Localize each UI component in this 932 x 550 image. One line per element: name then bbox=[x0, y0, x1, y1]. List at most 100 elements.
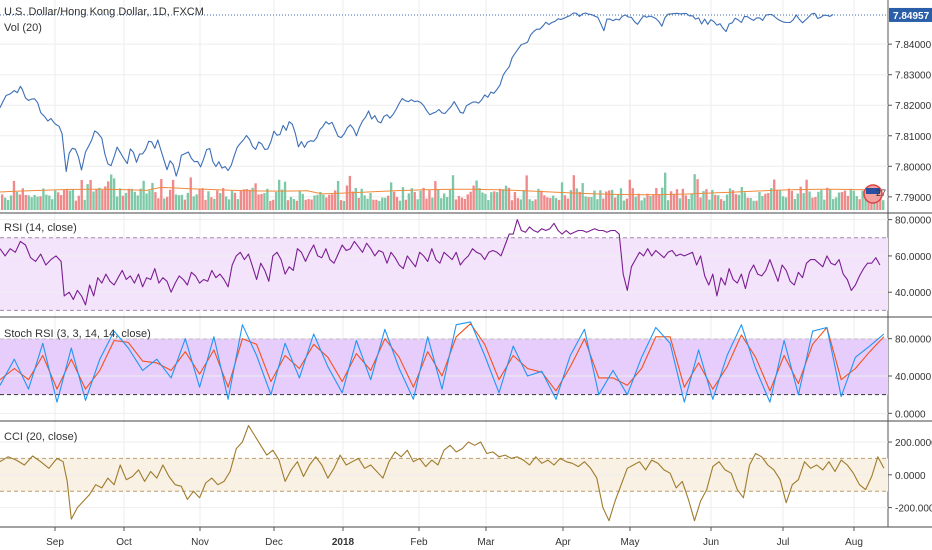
volume-bar bbox=[655, 188, 658, 210]
volume-bar bbox=[549, 197, 552, 210]
volume-bar bbox=[163, 198, 166, 210]
volume-bar bbox=[68, 190, 72, 210]
volume-bar bbox=[121, 195, 125, 210]
volume-bar bbox=[840, 192, 844, 210]
volume-bar bbox=[448, 189, 452, 210]
volume-bar bbox=[557, 199, 561, 210]
x-axis-label: Oct bbox=[116, 537, 132, 548]
volume-bar bbox=[787, 188, 791, 210]
volume-bar bbox=[784, 197, 788, 210]
volume-bar bbox=[799, 186, 802, 210]
volume-bar bbox=[186, 192, 189, 210]
volume-bar bbox=[678, 198, 682, 210]
volume-bar bbox=[77, 195, 80, 210]
volume-bar bbox=[755, 200, 758, 210]
volume-bar bbox=[195, 194, 198, 210]
volume-bar bbox=[743, 192, 746, 210]
volume-bar bbox=[440, 198, 443, 210]
rsi-axis-tick-label: 60.0000 bbox=[895, 252, 932, 263]
volume-bar bbox=[378, 200, 381, 210]
volume-bar bbox=[625, 198, 629, 210]
volume-bar bbox=[778, 190, 782, 210]
volume-bar bbox=[672, 193, 676, 210]
volume-bar bbox=[183, 199, 187, 210]
volume-bar bbox=[437, 189, 440, 210]
volume-bar bbox=[773, 179, 776, 210]
volume-bar bbox=[843, 190, 847, 210]
volume-bar bbox=[157, 198, 160, 210]
volume-bar bbox=[637, 193, 640, 210]
volume-bar bbox=[227, 199, 231, 210]
volume-bar bbox=[3, 197, 7, 210]
volume-bar bbox=[171, 179, 175, 210]
volume-bar bbox=[749, 198, 752, 210]
volume-bar bbox=[204, 199, 207, 210]
volume-bar bbox=[277, 179, 281, 210]
volume-bar bbox=[696, 179, 699, 210]
volume-bar bbox=[493, 191, 496, 210]
stoch-k-line bbox=[0, 321, 885, 403]
volume-bar bbox=[808, 191, 811, 210]
price-axis-tick-label: 7.83000 bbox=[895, 71, 932, 82]
volume-bar bbox=[846, 195, 850, 210]
price-axis-tick-label: 7.81000 bbox=[895, 132, 932, 143]
volume-bar bbox=[392, 191, 396, 210]
volume-bar bbox=[286, 200, 290, 210]
volume-bar bbox=[384, 197, 387, 210]
volume-bar bbox=[257, 194, 260, 210]
volume-bar bbox=[522, 190, 525, 210]
volume-bar bbox=[336, 180, 340, 210]
volume-bar bbox=[687, 198, 690, 210]
volume-bar bbox=[849, 188, 852, 210]
volume-bar bbox=[619, 188, 623, 210]
volume-bar bbox=[560, 182, 564, 210]
stoch-d-line bbox=[0, 323, 885, 392]
volume-bar bbox=[372, 199, 375, 210]
volume-bar bbox=[501, 189, 505, 210]
volume-bar bbox=[192, 196, 195, 210]
volume-bar bbox=[534, 199, 537, 210]
volume-bar bbox=[554, 198, 558, 210]
x-axis-label: Apr bbox=[555, 537, 571, 548]
volume-bar bbox=[36, 196, 39, 210]
volume-bar bbox=[18, 194, 22, 210]
volume-bar bbox=[690, 194, 693, 210]
x-axis-label: Dec bbox=[265, 537, 283, 548]
cci-label: CCI (20, close) bbox=[4, 431, 78, 443]
volume-bar bbox=[59, 195, 63, 210]
volume-bar bbox=[826, 187, 829, 210]
volume-bar bbox=[254, 183, 257, 210]
volume-bar bbox=[602, 198, 605, 210]
volume-bar bbox=[543, 195, 546, 210]
volume-bar bbox=[98, 187, 101, 210]
volume-bar bbox=[1, 194, 4, 210]
volume-bar bbox=[852, 190, 855, 210]
volume-bar bbox=[248, 189, 251, 210]
volume-bar bbox=[752, 200, 755, 210]
rsi-label: RSI (14, close) bbox=[4, 222, 77, 234]
volume-bar bbox=[575, 188, 578, 210]
volume-bar bbox=[834, 197, 838, 210]
volume-bar bbox=[472, 185, 475, 210]
x-axis-label: Feb bbox=[410, 537, 428, 548]
rsi-line bbox=[0, 219, 881, 306]
volume-bar bbox=[80, 179, 83, 210]
volume-bar bbox=[118, 188, 122, 210]
volume-bar bbox=[510, 200, 514, 210]
volume-bar bbox=[646, 193, 649, 210]
volume-bar bbox=[451, 175, 455, 210]
volume-bar bbox=[858, 199, 861, 210]
volume-bar bbox=[823, 199, 826, 210]
volume-bar bbox=[325, 197, 328, 210]
volume-bar bbox=[737, 194, 741, 210]
volume-bar bbox=[9, 195, 13, 210]
volume-bar bbox=[428, 190, 431, 210]
volume-bar bbox=[605, 191, 608, 210]
volume-bar bbox=[95, 188, 98, 210]
volume-bar bbox=[608, 190, 611, 210]
volume-bar bbox=[652, 194, 655, 210]
x-axis-label: 2018 bbox=[332, 537, 355, 548]
volume-bar bbox=[174, 194, 178, 210]
price-line bbox=[0, 12, 834, 177]
